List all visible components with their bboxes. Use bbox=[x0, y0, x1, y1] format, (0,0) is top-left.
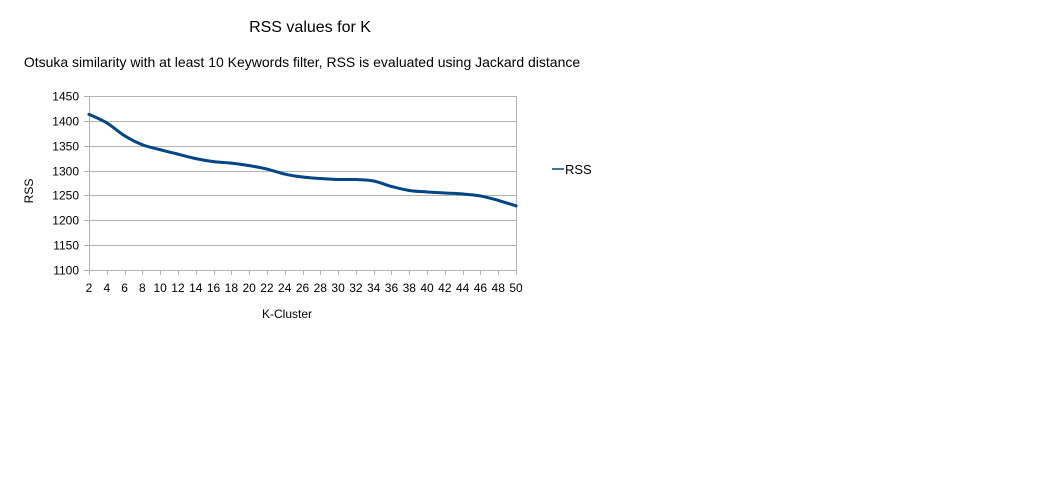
data-point bbox=[372, 179, 376, 183]
x-tick-label: 22 bbox=[260, 281, 274, 295]
x-tick-label: 24 bbox=[278, 281, 292, 295]
y-axis-ticks: 1100 1150 1200 1250 1300 1350 1400 1450 bbox=[52, 90, 79, 278]
data-point bbox=[105, 121, 109, 125]
x-tick-label: 2 bbox=[86, 281, 93, 295]
y-tick-label: 1450 bbox=[52, 90, 79, 104]
data-point bbox=[514, 204, 518, 208]
x-tick-label: 6 bbox=[121, 281, 128, 295]
x-tick-label: 34 bbox=[367, 281, 381, 295]
x-axis-label: K-Cluster bbox=[262, 307, 312, 321]
x-tick-label: 10 bbox=[153, 281, 167, 295]
x-tick-label: 30 bbox=[331, 281, 345, 295]
data-point bbox=[194, 157, 198, 161]
data-point bbox=[158, 148, 162, 152]
x-tick-label: 16 bbox=[207, 281, 221, 295]
data-point bbox=[425, 190, 429, 194]
data-point bbox=[247, 164, 251, 168]
data-point bbox=[123, 134, 127, 138]
x-axis-ticks: 2 4 6 8 10 12 14 16 18 20 22 24 26 28 30 32 34 36 38 40 42 44… bbox=[86, 270, 523, 295]
data-point bbox=[87, 112, 91, 116]
chart-title: RSS values for K bbox=[249, 19, 371, 36]
series-line-rss bbox=[87, 112, 518, 208]
data-point bbox=[389, 184, 393, 188]
x-tick-label: 4 bbox=[103, 281, 110, 295]
x-tick-label: 44 bbox=[456, 281, 470, 295]
y-axis-label: RSS bbox=[22, 179, 36, 204]
chart-subtitle: Otsuka similarity with at least 10 Keywo… bbox=[24, 54, 581, 70]
x-tick-label: 48 bbox=[492, 281, 506, 295]
x-tick-label: 40 bbox=[420, 281, 434, 295]
y-tick-label: 1150 bbox=[53, 239, 79, 253]
data-point bbox=[443, 191, 447, 195]
data-point bbox=[318, 177, 322, 181]
y-tick-label: 1250 bbox=[52, 189, 79, 203]
y-tick-label: 1100 bbox=[53, 264, 79, 278]
data-point bbox=[354, 178, 358, 182]
x-tick-label: 28 bbox=[314, 281, 328, 295]
legend: RSS bbox=[552, 162, 592, 177]
x-tick-label: 46 bbox=[474, 281, 488, 295]
data-point bbox=[212, 160, 216, 164]
x-tick-label: 50 bbox=[509, 281, 523, 295]
data-point bbox=[496, 198, 500, 202]
series-layer bbox=[87, 112, 518, 208]
data-point bbox=[336, 178, 340, 182]
data-point bbox=[407, 188, 411, 192]
x-tick-label: 20 bbox=[242, 281, 256, 295]
x-tick-label: 14 bbox=[189, 281, 203, 295]
data-point bbox=[478, 194, 482, 198]
x-tick-label: 38 bbox=[403, 281, 417, 295]
data-point bbox=[229, 161, 233, 165]
y-tick-label: 1350 bbox=[52, 140, 79, 154]
x-tick-label: 12 bbox=[171, 281, 185, 295]
data-point bbox=[140, 143, 144, 147]
x-tick-label: 8 bbox=[139, 281, 146, 295]
data-point bbox=[283, 172, 287, 176]
x-tick-label: 36 bbox=[385, 281, 399, 295]
x-tick-label: 42 bbox=[438, 281, 452, 295]
data-point bbox=[461, 192, 465, 196]
y-tick-label: 1200 bbox=[52, 214, 79, 228]
y-tick-label: 1400 bbox=[52, 115, 79, 129]
x-tick-label: 26 bbox=[296, 281, 310, 295]
data-point bbox=[265, 167, 269, 171]
legend-label: RSS bbox=[565, 162, 592, 177]
data-point bbox=[176, 152, 180, 156]
x-tick-label: 18 bbox=[225, 281, 239, 295]
x-tick-label: 32 bbox=[349, 281, 363, 295]
y-tick-label: 1300 bbox=[52, 165, 79, 179]
gridlines bbox=[84, 96, 517, 275]
data-point bbox=[301, 175, 304, 179]
